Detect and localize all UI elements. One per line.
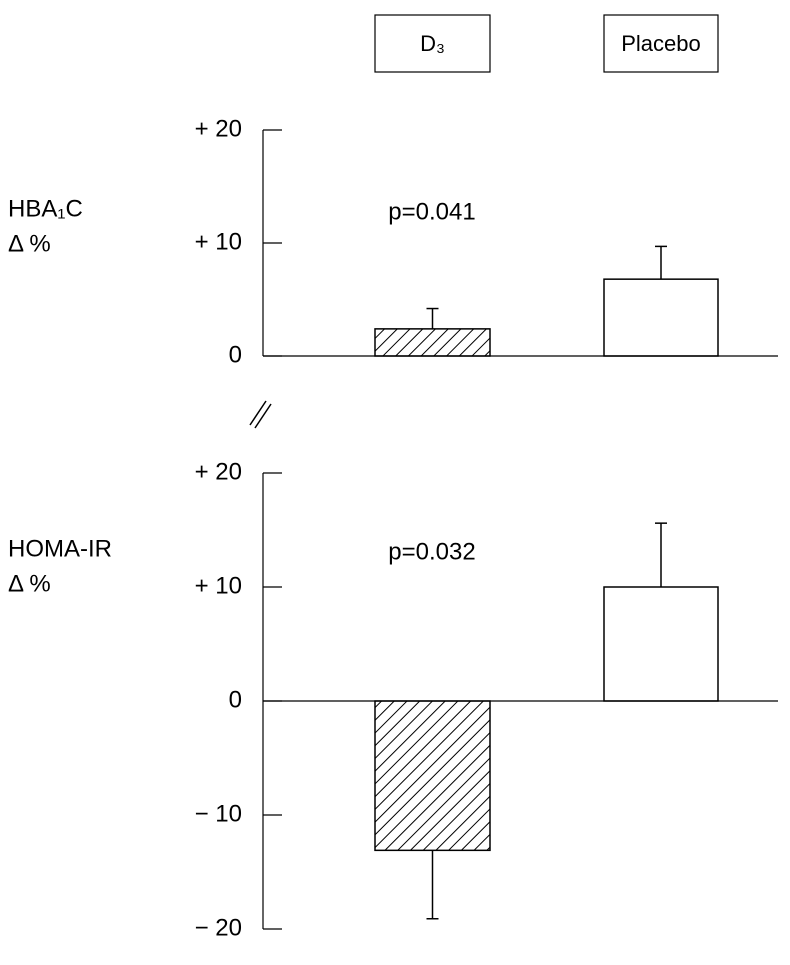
bar — [603, 278, 719, 357]
y-axis-label: HBA₁C — [8, 195, 83, 222]
bar — [374, 700, 491, 852]
bar — [374, 328, 491, 357]
y-tick-label: + 10 — [195, 572, 242, 599]
y-tick-label: + 20 — [195, 458, 242, 485]
y-tick-label: + 20 — [195, 115, 242, 142]
annotation: p=0.032 — [388, 538, 475, 565]
annotation: p=0.041 — [388, 198, 475, 225]
legend-box — [603, 14, 719, 73]
y-tick-label: − 10 — [195, 800, 242, 827]
legend-label: D₃ — [420, 31, 445, 56]
y-tick-label: 0 — [229, 686, 242, 713]
legend-box — [374, 14, 491, 73]
y-tick-label: 0 — [229, 341, 242, 368]
y-tick-label: + 10 — [195, 228, 242, 255]
y-axis-label: Δ % — [8, 570, 51, 597]
axis-break — [249, 400, 272, 429]
y-tick-label: − 20 — [195, 914, 242, 941]
y-axis-label: HOMA-IR — [8, 535, 112, 562]
y-axis-label: Δ % — [8, 230, 51, 257]
legend-label: Placebo — [621, 31, 701, 56]
bar — [603, 586, 719, 702]
